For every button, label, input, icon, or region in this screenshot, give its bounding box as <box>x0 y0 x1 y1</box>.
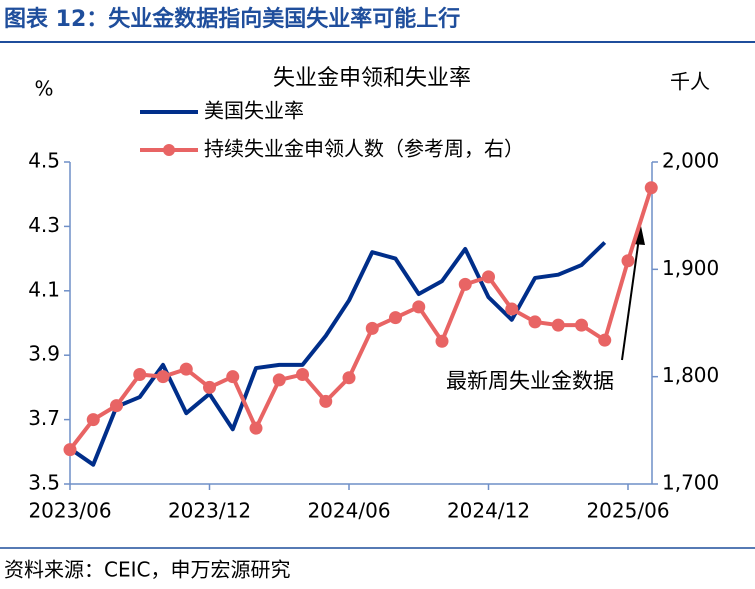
header-title: 图表 12：失业金数据指向美国失业率可能上行 <box>4 6 460 32</box>
series-marker <box>482 270 495 284</box>
chart-title: 失业金申领和失业率 <box>273 66 471 91</box>
x-tick-label: 2023/06 <box>28 499 111 523</box>
series-marker <box>133 368 147 382</box>
series-marker <box>179 362 193 376</box>
y-tick-label: 4.3 <box>28 213 60 237</box>
series-marker <box>319 394 333 408</box>
y2-tick-label: 1,800 <box>662 363 719 387</box>
series-marker <box>528 315 542 329</box>
series-marker <box>272 373 286 387</box>
y2-tick-label: 1,700 <box>662 471 719 495</box>
x-tick-label: 2024/12 <box>447 499 530 523</box>
y-tick-label: 3.5 <box>28 471 60 495</box>
series-marker <box>598 333 612 347</box>
series-line <box>68 241 607 467</box>
series-marker <box>296 368 309 382</box>
series-marker <box>110 399 123 413</box>
y-tick-label: 3.7 <box>28 406 60 430</box>
series-marker <box>249 421 263 435</box>
series-marker <box>435 334 449 348</box>
legend-label: 持续失业金申领人数（参考周，右） <box>204 137 524 161</box>
series-marker <box>86 413 100 427</box>
series-marker <box>203 380 216 394</box>
series-marker <box>458 277 472 291</box>
x-tick-label: 2025/06 <box>586 499 669 523</box>
legend-marker <box>163 144 175 156</box>
y-tick-label: 4.5 <box>28 149 60 173</box>
y2-unit: 千人 <box>670 70 710 94</box>
series-line <box>68 187 654 451</box>
annotation: 最新周失业金数据 <box>446 369 614 393</box>
x-tick-label: 2023/12 <box>168 499 251 523</box>
y-tick-label: 4.1 <box>28 277 60 301</box>
series-marker <box>505 302 519 316</box>
series-marker <box>551 318 565 332</box>
series-marker <box>365 321 379 335</box>
y-tick-label: 3.9 <box>28 342 60 366</box>
source: 资料来源：CEIC，申万宏源研究 <box>4 558 290 582</box>
series-marker <box>63 443 77 457</box>
y2-tick-label: 1,900 <box>662 256 719 280</box>
series-marker <box>342 371 356 385</box>
series-marker <box>389 311 402 325</box>
y2-tick-label: 2,000 <box>662 149 719 173</box>
series-marker <box>621 254 635 268</box>
series-marker <box>644 181 658 195</box>
series-marker <box>575 318 588 332</box>
legend-label: 美国失业率 <box>204 99 304 123</box>
y-unit: % <box>34 77 53 101</box>
series-marker <box>156 370 170 384</box>
series-marker <box>226 370 240 384</box>
x-tick-label: 2024/06 <box>307 499 390 523</box>
series-marker <box>412 300 426 314</box>
annotation-arrow <box>621 237 640 361</box>
